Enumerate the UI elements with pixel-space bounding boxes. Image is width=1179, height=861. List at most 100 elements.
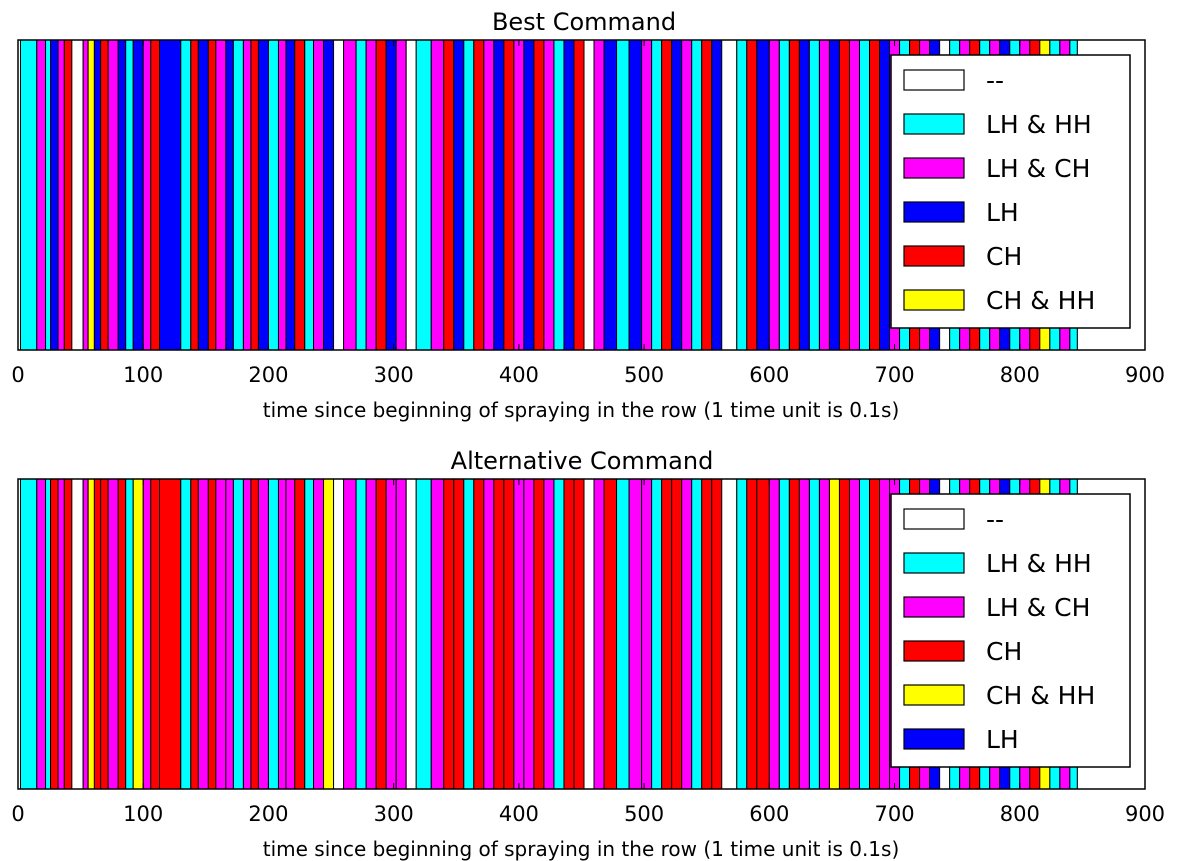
bar-segment-magenta: [36, 478, 47, 790]
bar-segment-blue: [523, 39, 535, 351]
bar-segment-blue: [285, 39, 296, 351]
legend-swatch: [903, 157, 965, 179]
bar-segment-magenta: [215, 478, 227, 790]
x-tick-label: 400: [499, 802, 539, 826]
bar-segment-magenta: [142, 478, 152, 790]
bar-segment-blank: [405, 478, 417, 790]
legend-swatch: [903, 245, 965, 267]
legend: -- LH & HH LH & CH LH CH CH & HH: [890, 54, 1131, 329]
bar-segment-red: [250, 478, 259, 790]
bar-segment-cyan: [778, 478, 790, 790]
legend-label: LH & HH: [986, 110, 1092, 139]
plot-frame: [17, 39, 1146, 351]
bar-segment-red: [375, 39, 387, 351]
bar-segment-cyan: [415, 478, 432, 790]
bar-segment-magenta: [513, 39, 525, 351]
bar-segment-red: [671, 478, 683, 790]
bar-segment-cyan: [691, 478, 703, 790]
bar-segment-magenta: [818, 478, 830, 790]
bar-segment-cyan: [736, 39, 748, 351]
bar-segment-magenta: [215, 39, 227, 351]
legend-swatch: [903, 728, 965, 750]
bar-segment-red: [190, 478, 199, 790]
legend-swatches: [903, 69, 965, 311]
bar-segment-red: [701, 39, 713, 351]
x-tick-label: 900: [1125, 363, 1165, 387]
legend-swatch: [903, 552, 965, 574]
bar-segment-magenta: [82, 478, 89, 790]
bar-segment-cyan: [553, 478, 565, 790]
bar-segment-blue: [603, 39, 618, 351]
bar-segment-yellow: [828, 478, 840, 790]
bar-segment-magenta: [543, 478, 555, 790]
bar-segment-red: [869, 39, 881, 351]
bar-segment-cyan: [355, 39, 367, 351]
bar-segment-red: [50, 478, 59, 790]
bar-segment-magenta: [225, 478, 234, 790]
bar-segment-magenta: [57, 478, 65, 790]
bar-segment-red: [190, 39, 199, 351]
panel-alternative-command: Alternative Command 0 100 200 300 400 50…: [11, 447, 1165, 861]
bar-segment-magenta: [107, 478, 119, 790]
panel-best-command: Best Command 0 100 200 300 400 500 600 7…: [11, 8, 1165, 422]
bar-segment-blank: [721, 39, 738, 351]
x-tick-label: 500: [624, 363, 664, 387]
bar-segment-red: [150, 39, 161, 351]
bar-segment-blue: [225, 39, 234, 351]
legend-label: CH: [986, 242, 1022, 271]
bar-segment-blue: [628, 39, 643, 351]
x-tick-label: 700: [875, 363, 915, 387]
bar-segment-red: [117, 478, 127, 790]
bar-segment-blank: [583, 478, 595, 790]
bar-segment-red: [150, 478, 161, 790]
bar-segment-magenta: [818, 39, 830, 351]
bar-segment-blue: [93, 39, 102, 351]
bar-segment-red: [756, 478, 770, 790]
bar-segment-magenta: [430, 39, 445, 351]
bar-segment-red: [603, 478, 618, 790]
bar-segment-blue: [671, 39, 683, 351]
bar-segment-red: [207, 39, 217, 351]
legend-label: CH & HH: [986, 286, 1095, 315]
x-tick-label: 200: [248, 363, 288, 387]
x-tick-label: 0: [11, 802, 24, 826]
bar-segment-yellow: [323, 478, 335, 790]
bar-segment-magenta: [365, 478, 377, 790]
bar-segment-cyan: [355, 478, 367, 790]
bar-segment-red: [375, 478, 387, 790]
bar-segment-magenta: [343, 39, 357, 351]
bar-segment-magenta: [798, 478, 810, 790]
legend-frame: [890, 493, 1131, 768]
bar-segment-magenta: [277, 39, 287, 351]
bar-segment-cyan: [20, 39, 38, 351]
bar-segment-red: [573, 478, 585, 790]
legend-labels: -- LH & HH LH & CH LH CH CH & HH: [986, 66, 1095, 315]
bar-segment-red: [294, 39, 306, 351]
bar-segment-cyan: [736, 478, 748, 790]
bar-segment-cyan: [651, 478, 663, 790]
bar-segment-blank: [583, 39, 595, 351]
bar-segment-blank: [333, 478, 345, 790]
bar-segment-red: [563, 478, 575, 790]
legend-label: CH: [986, 637, 1022, 666]
bar-segment-magenta: [197, 478, 209, 790]
bar-segment-magenta: [142, 39, 152, 351]
x-tick-label: 300: [374, 363, 414, 387]
bar-segment-red: [100, 39, 109, 351]
x-tick-label: 700: [875, 802, 915, 826]
bar-segment-blue: [132, 39, 144, 351]
legend-label: --: [986, 505, 1004, 534]
legend-label: CH & HH: [986, 681, 1095, 710]
legend-label: LH & HH: [986, 549, 1092, 578]
bar-segment-magenta: [641, 478, 653, 790]
bar-segment-magenta: [681, 478, 693, 790]
x-axis-ticks: [17, 479, 1146, 789]
bar-segment-magenta: [285, 478, 296, 790]
bar-segment-blue: [879, 39, 891, 351]
bar-segment-magenta: [879, 478, 891, 790]
bar-segment-red: [503, 39, 515, 351]
bar-segment-magenta: [277, 478, 287, 790]
x-tick-label: 0: [11, 363, 24, 387]
x-tick-label: 300: [374, 802, 414, 826]
